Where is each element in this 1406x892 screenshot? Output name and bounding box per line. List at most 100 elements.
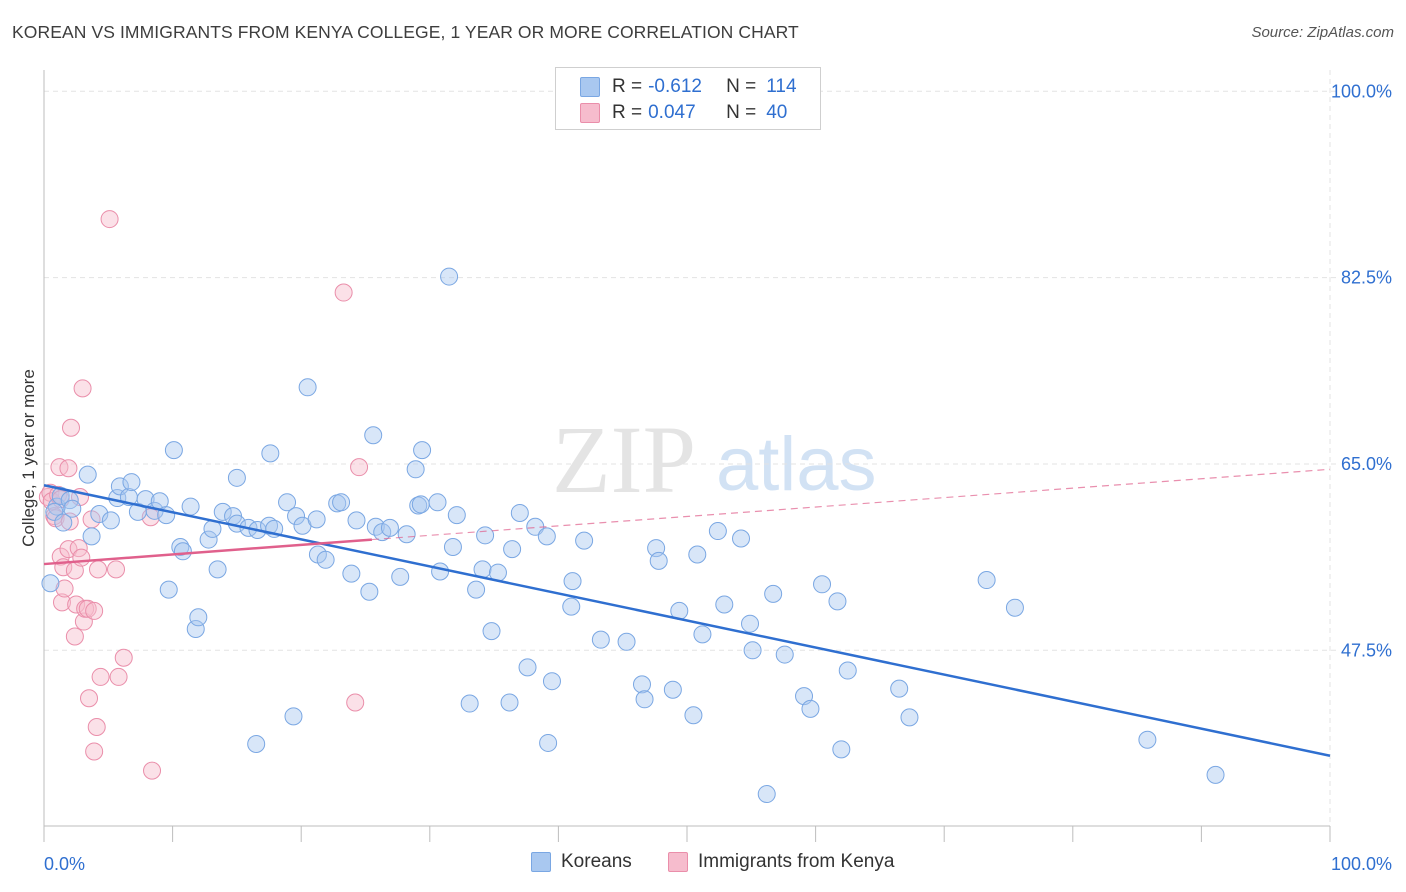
- koreans-swatch: [580, 77, 600, 97]
- korean-point-2: [45, 502, 64, 521]
- kenya-point-2: [42, 492, 61, 511]
- kenya-trend-extension: [371, 468, 1331, 541]
- korean-point-7: [78, 465, 97, 484]
- gridlines: [44, 70, 1338, 826]
- korean-point-66: [443, 538, 462, 557]
- korean-point-29: [208, 560, 227, 579]
- korean-point-102: [764, 584, 783, 603]
- kenya-point-18: [67, 595, 86, 614]
- kenya-swatch: [668, 852, 688, 872]
- korean-point-3: [51, 486, 70, 505]
- zipatlas-watermark: ZIP atlas: [552, 406, 877, 513]
- korean-point-95: [693, 625, 712, 644]
- kenya-point-26: [80, 689, 99, 708]
- korean-point-8: [82, 527, 101, 546]
- y-tick-label-2: 82.5%: [1341, 268, 1392, 288]
- legend-row-koreans: R = -0.612 N = 114: [580, 74, 797, 100]
- korean-point-21: [164, 441, 183, 460]
- r-label: R =: [612, 76, 643, 97]
- korean-point-42: [287, 507, 306, 526]
- korean-point-37: [260, 516, 279, 535]
- kenya-trend-line: [43, 538, 373, 566]
- korean-point-87: [632, 675, 651, 694]
- correlation-legend: R = -0.612 N = 114 R = 0.047 N = 40: [555, 67, 821, 130]
- x-tick-label-1: 100.0%: [1331, 854, 1392, 874]
- korean-point-14: [122, 473, 141, 492]
- x-tick-label-0: 0.0%: [44, 854, 85, 874]
- korean-point-25: [186, 620, 205, 639]
- korean-point-47: [316, 550, 335, 569]
- korean-point-51: [347, 511, 366, 530]
- korean-trend-line: [43, 484, 1331, 757]
- kenya-swatch: [580, 103, 600, 123]
- korean-point-112: [977, 571, 996, 590]
- korean-point-113: [1005, 598, 1024, 617]
- korean-point-82: [562, 597, 581, 616]
- korean-point-106: [813, 575, 832, 594]
- korean-point-41: [284, 707, 303, 726]
- kenya-point-33: [107, 560, 126, 579]
- kenya-point-15: [62, 418, 81, 437]
- korean-point-103: [775, 645, 794, 664]
- korean-point-33: [227, 468, 246, 487]
- korean-point-49: [332, 493, 351, 512]
- korean-point-59: [406, 460, 425, 479]
- kenya-point-6: [50, 458, 69, 477]
- kenya-point-28: [85, 601, 104, 620]
- korean-point-114: [1138, 730, 1157, 749]
- korean-point-38: [261, 444, 280, 463]
- korean-point-26: [189, 608, 208, 627]
- korean-point-71: [476, 526, 495, 545]
- korean-point-85: [591, 630, 610, 649]
- korean-point-72: [482, 622, 501, 641]
- korean-points: [41, 267, 1225, 804]
- trend-lines: [43, 468, 1331, 757]
- korean-point-63: [428, 493, 447, 512]
- korean-point-44: [298, 378, 317, 397]
- korean-point-67: [447, 506, 466, 525]
- legend-row-kenya: R = 0.047 N = 40: [580, 100, 787, 126]
- korean-point-76: [510, 503, 529, 522]
- korean-point-58: [397, 525, 416, 544]
- korean-point-88: [635, 690, 654, 709]
- legend-item-koreans[interactable]: Koreans: [531, 851, 632, 873]
- korean-point-9: [90, 505, 109, 524]
- korean-point-0: [41, 574, 60, 593]
- kenya-point-40: [350, 458, 369, 477]
- korean-point-111: [900, 708, 919, 727]
- korean-point-20: [159, 580, 178, 599]
- korean-point-109: [838, 661, 857, 680]
- korean-point-90: [649, 551, 668, 570]
- kenya-point-32: [100, 210, 119, 229]
- korean-point-62: [413, 441, 432, 460]
- y-tick-labels: 47.5% 65.0% 82.5% 100.0%: [1331, 81, 1392, 660]
- korean-point-6: [63, 499, 82, 518]
- kenya-point-31: [91, 667, 110, 686]
- n-label: N =: [726, 76, 757, 97]
- korean-point-23: [173, 542, 192, 561]
- korean-point-77: [518, 658, 537, 677]
- korean-point-57: [391, 567, 410, 586]
- korean-point-80: [539, 733, 558, 752]
- korean-point-79: [537, 527, 556, 546]
- n-value: 40: [766, 102, 788, 123]
- korean-point-74: [500, 693, 519, 712]
- r-value: 0.047: [648, 102, 696, 123]
- legend-item-kenya[interactable]: Immigrants from Kenya: [668, 851, 894, 873]
- kenya-point-41: [85, 742, 104, 761]
- korean-point-115: [1206, 765, 1225, 784]
- korean-point-30: [213, 502, 232, 521]
- y-tick-label-1: 65.0%: [1341, 454, 1392, 474]
- korean-point-108: [832, 740, 851, 759]
- legend-label-kenya: Immigrants from Kenya: [698, 851, 895, 872]
- y-tick-label-0: 47.5%: [1341, 640, 1392, 660]
- chart-title: KOREAN VS IMMIGRANTS FROM KENYA COLLEGE,…: [12, 22, 799, 42]
- korean-point-64: [431, 562, 450, 581]
- kenya-point-8: [51, 547, 70, 566]
- korean-point-99: [741, 614, 760, 633]
- korean-point-94: [688, 545, 707, 564]
- kenya-point-11: [55, 579, 74, 598]
- korean-point-107: [828, 592, 847, 611]
- korean-point-97: [715, 595, 734, 614]
